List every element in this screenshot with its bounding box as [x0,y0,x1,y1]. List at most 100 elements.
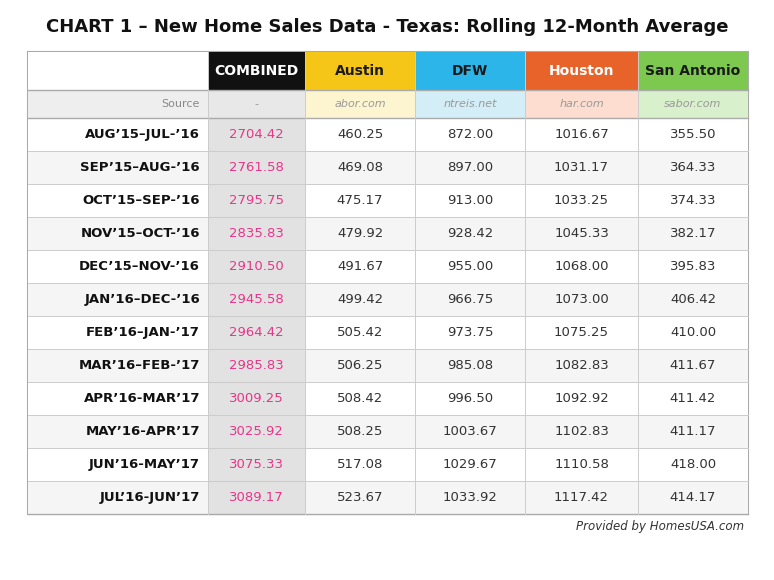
Bar [305,382,415,415]
Bar [208,316,305,349]
Bar [28,217,208,250]
Bar [28,52,208,90]
Bar [415,184,525,217]
Bar [415,349,525,382]
Bar [305,283,415,316]
Bar [208,184,305,217]
Bar [28,52,748,514]
Text: Austin: Austin [335,64,385,78]
Bar [305,349,415,382]
Text: ntreis.net: ntreis.net [444,99,497,109]
Text: 973.75: 973.75 [447,326,493,339]
Bar [638,52,748,90]
Text: 460.25: 460.25 [337,128,383,141]
Bar [28,415,208,448]
Text: 1102.83: 1102.83 [554,425,609,438]
Bar [638,316,748,349]
Text: 955.00: 955.00 [447,260,493,273]
Bar [415,217,525,250]
Bar [208,415,305,448]
Text: 411.17: 411.17 [670,425,716,438]
Bar [525,316,638,349]
Text: FEB’16–JAN-’17: FEB’16–JAN-’17 [86,326,200,339]
Text: 2945.58: 2945.58 [229,293,284,306]
Bar [525,52,638,90]
Bar [28,151,208,184]
Bar [208,481,305,514]
Bar [638,481,748,514]
Text: 1068.00: 1068.00 [554,260,608,273]
Text: 3075.33: 3075.33 [229,458,284,471]
Bar [305,217,415,250]
Bar [525,481,638,514]
Text: SEP’15–AUG-’16: SEP’15–AUG-’16 [80,161,200,174]
Bar [305,316,415,349]
Text: 985.08: 985.08 [447,359,493,372]
Text: sabor.com: sabor.com [664,99,721,109]
Bar [525,349,638,382]
Text: JUL’16-JUN’17: JUL’16-JUN’17 [100,491,200,504]
Bar [525,118,638,151]
Bar [525,151,638,184]
Text: Provided by HomesUSA.com: Provided by HomesUSA.com [576,520,744,533]
Text: abor.com: abor.com [334,99,385,109]
Bar [305,448,415,481]
Bar [525,217,638,250]
Bar [638,217,748,250]
Text: 2835.83: 2835.83 [229,227,284,240]
Text: 3025.92: 3025.92 [229,425,284,438]
Bar [638,118,748,151]
Text: 1117.42: 1117.42 [554,491,609,504]
Text: 523.67: 523.67 [337,491,383,504]
Bar [208,382,305,415]
Text: 411.42: 411.42 [670,392,716,405]
Bar [305,415,415,448]
Bar [305,118,415,151]
Bar [208,217,305,250]
Bar [525,90,638,118]
Bar [28,448,208,481]
Text: 414.17: 414.17 [670,491,716,504]
Text: 2795.75: 2795.75 [229,194,284,207]
Text: MAY’16-APR’17: MAY’16-APR’17 [85,425,200,438]
Bar [208,90,305,118]
Text: 2910.50: 2910.50 [229,260,284,273]
Text: 505.42: 505.42 [337,326,383,339]
Bar [305,250,415,283]
Bar [28,118,208,151]
Text: 1073.00: 1073.00 [554,293,609,306]
Bar [305,52,415,90]
Text: 913.00: 913.00 [447,194,493,207]
Text: JUN’16-MAY’17: JUN’16-MAY’17 [89,458,200,471]
Text: 996.50: 996.50 [447,392,493,405]
Text: 2964.42: 2964.42 [229,326,284,339]
Bar [305,184,415,217]
Text: San Antonio: San Antonio [646,64,741,78]
Text: 499.42: 499.42 [337,293,383,306]
Bar [415,283,525,316]
Bar [208,283,305,316]
Text: 1029.67: 1029.67 [443,458,498,471]
Bar [415,481,525,514]
Text: 364.33: 364.33 [670,161,716,174]
Text: 406.42: 406.42 [670,293,716,306]
Bar [28,382,208,415]
Text: 928.42: 928.42 [447,227,493,240]
Text: 1033.92: 1033.92 [443,491,498,504]
Text: -: - [255,99,259,109]
Bar [525,382,638,415]
Text: APR’16-MAR’17: APR’16-MAR’17 [84,392,200,405]
Text: 2985.83: 2985.83 [229,359,284,372]
Bar [415,151,525,184]
Bar [525,283,638,316]
Text: 508.42: 508.42 [337,392,383,405]
Bar [525,184,638,217]
Bar [208,52,305,90]
Bar [208,118,305,151]
Bar [415,52,525,90]
Bar [525,448,638,481]
Bar [415,415,525,448]
Text: 475.17: 475.17 [337,194,383,207]
Text: DEC’15–NOV-’16: DEC’15–NOV-’16 [79,260,200,273]
Bar [28,349,208,382]
